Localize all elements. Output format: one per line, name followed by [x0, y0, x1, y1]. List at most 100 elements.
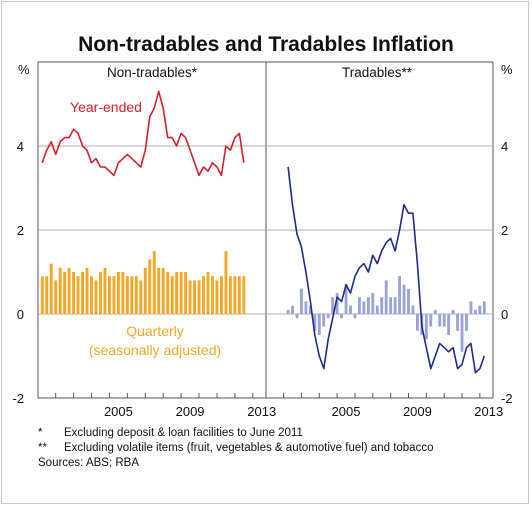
nontradables-quarterly-bar	[54, 280, 58, 314]
nontradables-quarterly-bar	[237, 276, 241, 314]
tradables-quarterly-bar	[469, 301, 473, 314]
nontradables-quarterly-bar	[90, 276, 93, 314]
nontradables-quarterly-bar	[67, 267, 71, 314]
tradables-quarterly-bar	[411, 305, 415, 314]
nontradables-quarterly-bar	[139, 280, 143, 314]
tradables-quarterly-bar	[460, 314, 464, 352]
nontradables-quarterly-bar	[85, 267, 89, 314]
nontradables-quarterly-bar	[148, 259, 152, 314]
nontradables-quarterly-bar	[116, 272, 120, 314]
nontradables-year-ended-line	[41, 90, 245, 177]
tradables-quarterly-bar	[300, 288, 303, 314]
tradables-quarterly-bar	[335, 293, 339, 314]
tradables-quarterly-bar	[362, 301, 366, 314]
y-tick-label-left: 0	[17, 307, 24, 322]
tradables-quarterly-bar	[384, 280, 388, 314]
tradables-quarterly-bar	[429, 314, 433, 327]
nontradables-quarterly-bar	[134, 276, 138, 314]
nontradables-quarterly-bar	[94, 280, 98, 314]
nontradables-quarterly-bar	[228, 276, 232, 314]
panel-title-tradables: Tradables**	[342, 65, 413, 80]
nontradables-quarterly-bar	[215, 280, 219, 314]
tradables-quarterly-bar	[447, 314, 451, 335]
footnote: * Excluding deposit & loan facilities to …	[38, 426, 433, 441]
nontradables-quarterly-bar	[166, 272, 170, 314]
tradables-quarterly-bar	[375, 305, 379, 314]
tradables-quarterly-bar	[482, 301, 486, 314]
footnote-mark: *	[38, 427, 43, 439]
nontradables-quarterly-bar	[121, 272, 125, 314]
tradables-quarterly-bar	[473, 309, 477, 314]
tradables-quarterly-bar	[478, 305, 482, 314]
tradables-quarterly-bar	[442, 314, 446, 327]
nontradables-quarterly-bar	[112, 276, 116, 314]
label-seasonally-adjusted: (seasonally adjusted)	[89, 342, 221, 358]
tradables-quarterly-bar	[304, 301, 308, 314]
tradables-quarterly-bar	[407, 288, 410, 314]
footnote: Sources: ABS; RBA	[38, 456, 433, 471]
tradables-quarterly-bar	[308, 305, 312, 314]
nontradables-quarterly-bar	[143, 267, 147, 314]
nontradables-quarterly-bar	[125, 276, 129, 314]
nontradables-quarterly-bar	[179, 272, 183, 314]
nontradables-quarterly-bar	[206, 272, 210, 314]
y-tick-label-left: -2	[12, 391, 24, 406]
plot-area: -2 -2 0 0 2 2 4 4 2005 2009 2013 2005 2009 2013	[12, 61, 513, 419]
y-unit-left: %	[18, 62, 30, 77]
nontradables-quarterly-bar	[130, 276, 134, 314]
tradables-quarterly-bar	[291, 305, 294, 314]
nontradables-quarterly-bar	[49, 263, 53, 314]
tradables-quarterly-bar	[398, 276, 401, 314]
nontradables-quarterly-bar	[233, 276, 237, 314]
tradables-quarterly-bar	[326, 314, 330, 319]
tradables-quarterly-bar	[415, 314, 419, 331]
nontradables-quarterly-bar	[193, 280, 196, 314]
tradables-quarterly-bar	[371, 293, 375, 314]
tradables-year-ended-line	[287, 166, 486, 374]
tradables-quarterly-bar	[349, 305, 352, 314]
x-tick-label: 2005	[104, 404, 133, 419]
nontradables-quarterly-bar	[220, 276, 223, 314]
tradables-quarterly-bar	[331, 297, 335, 314]
y-tick-label-right: 4	[501, 139, 508, 154]
tradables-quarterly-bar	[358, 297, 361, 314]
x-tick-label: 2009	[176, 404, 205, 419]
panel-title-nontradables: Non-tradables*	[107, 65, 198, 80]
y-tick-label-right: 0	[501, 307, 508, 322]
label-quarterly: Quarterly	[126, 323, 184, 339]
x-tick-label: 2009	[403, 404, 432, 419]
tradables-quarterly-bar	[424, 314, 428, 340]
nontradables-quarterly-bar	[58, 267, 62, 314]
tradables-quarterly-bar	[317, 314, 321, 335]
nontradables-quarterly-bar	[188, 280, 192, 314]
nontradables-quarterly-bar	[81, 272, 84, 314]
chart-title: Non-tradables and Tradables Inflation	[78, 33, 454, 56]
nontradables-quarterly-bar	[40, 276, 44, 314]
footnote-text: Sources: ABS; RBA	[38, 457, 139, 469]
nontradables-quarterly-bar	[197, 280, 201, 314]
footnote-text: Excluding volatile items (fruit, vegetab…	[64, 442, 434, 454]
tradables-quarterly-bar	[389, 297, 393, 314]
y-tick-label-right: -2	[501, 391, 513, 406]
footnote-mark: **	[38, 442, 47, 454]
nontradables-quarterly-bar	[99, 272, 102, 314]
nontradables-quarterly-bar	[152, 251, 156, 314]
tradables-quarterly-bar	[456, 314, 459, 331]
nontradables-quarterly-bar	[161, 267, 165, 314]
tradables-quarterly-bar	[286, 309, 290, 314]
nontradables-quarterly-bar	[184, 272, 188, 314]
tradables-quarterly-bar	[340, 314, 344, 319]
tradables-quarterly-bar	[295, 314, 299, 319]
nontradables-quarterly-bar	[63, 272, 67, 314]
footnote: ** Excluding volatile items (fruit, veget…	[38, 441, 433, 456]
nontradables-quarterly-bar	[170, 276, 174, 314]
tradables-quarterly-bar	[438, 314, 442, 327]
tradables-quarterly-bar	[366, 297, 370, 314]
nontradables-quarterly-bar	[224, 251, 228, 314]
tradables-quarterly-bar	[380, 297, 384, 314]
nontradables-quarterly-bar	[157, 267, 161, 314]
x-tick-label: 2013	[247, 404, 276, 419]
nontradables-quarterly-bar	[202, 276, 205, 314]
